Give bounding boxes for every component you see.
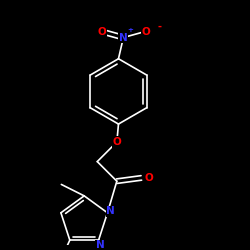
Text: O: O xyxy=(142,27,150,37)
Text: +: + xyxy=(127,27,133,33)
Text: O: O xyxy=(98,27,106,37)
Text: O: O xyxy=(144,173,153,183)
Text: -: - xyxy=(157,22,161,32)
Text: N: N xyxy=(96,240,104,250)
Text: O: O xyxy=(112,137,121,147)
Text: N: N xyxy=(106,206,115,216)
Text: N: N xyxy=(119,32,128,42)
